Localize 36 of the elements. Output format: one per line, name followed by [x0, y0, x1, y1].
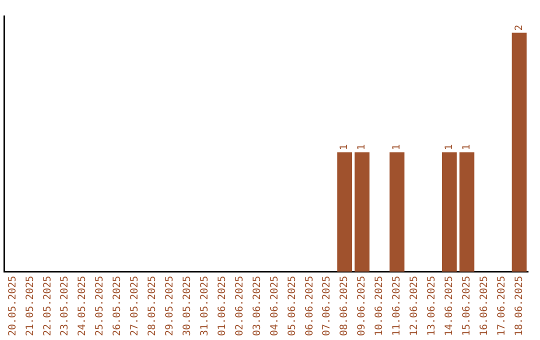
x-tick-label: 10.06.2025 [374, 276, 386, 336]
data-label: 1 [339, 144, 350, 150]
x-tick-label: 21.05.2025 [24, 276, 36, 336]
x-tick-label: 28.05.2025 [147, 276, 158, 336]
x-tick-label: 11.06.2025 [392, 276, 403, 336]
data-label: 1 [392, 144, 403, 150]
x-tick-label: 01.06.2025 [216, 276, 228, 336]
x-tick-label: 04.06.2025 [269, 276, 280, 336]
x-tick-label: 03.06.2025 [252, 276, 263, 336]
x-tick-label: 15.06.2025 [461, 276, 472, 336]
x-tick-label: 27.05.2025 [130, 276, 141, 336]
x-tick-label: 06.06.2025 [304, 276, 316, 336]
x-tick-label: 18.06.2025 [514, 276, 525, 336]
x-tick-label: 25.05.2025 [94, 276, 106, 336]
x-tick-label: 29.05.2025 [164, 276, 176, 336]
x-tick-label: 16.06.2025 [478, 276, 490, 336]
x-tick-label: 08.06.2025 [339, 276, 350, 336]
x-tick-label: 05.06.2025 [286, 276, 298, 336]
data-label: 1 [461, 144, 472, 150]
x-tick-label: 31.05.2025 [199, 276, 210, 336]
x-tick-label: 17.06.2025 [496, 276, 508, 336]
x-tick-label: 02.06.2025 [234, 276, 246, 336]
x-tick-label: 20.05.2025 [7, 276, 18, 336]
data-label: 1 [356, 144, 368, 150]
x-tick-label: 12.06.2025 [409, 276, 420, 336]
x-tick-label: 13.06.2025 [426, 276, 438, 336]
x-tick-label: 22.05.2025 [42, 276, 54, 336]
data-label: 2 [514, 24, 525, 31]
data-label: 1 [444, 144, 455, 150]
x-tick-label: 26.05.2025 [112, 276, 124, 336]
x-tick-label: 30.05.2025 [182, 276, 193, 336]
x-tick-label: 24.05.2025 [77, 276, 88, 336]
x-tick-label: 14.06.2025 [444, 276, 455, 336]
x-tick-label: 07.06.2025 [322, 276, 333, 336]
x-tick-label: 09.06.2025 [356, 276, 368, 336]
x-tick-label: 23.05.2025 [60, 276, 71, 336]
